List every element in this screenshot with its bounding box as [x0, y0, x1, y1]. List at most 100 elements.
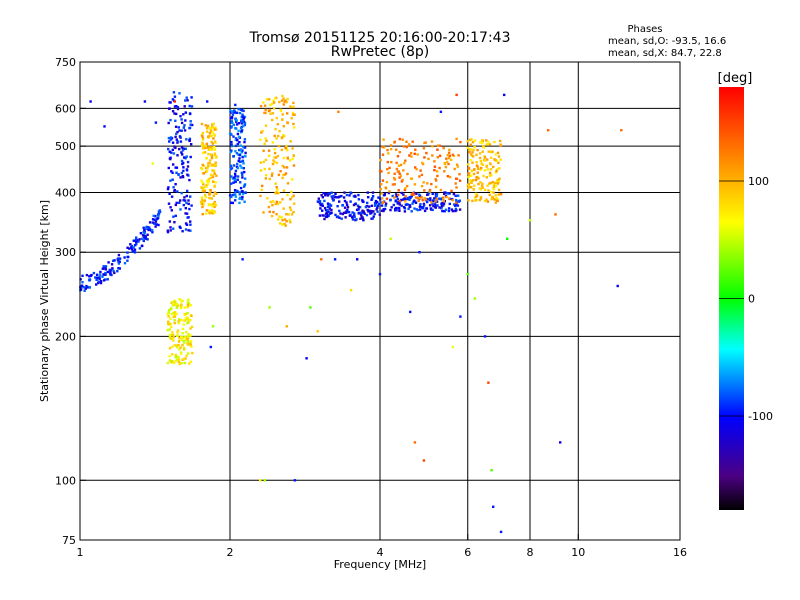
data-point — [184, 207, 187, 210]
data-point — [497, 155, 501, 158]
data-point — [90, 273, 93, 277]
data-point — [142, 239, 145, 243]
data-point — [278, 100, 281, 104]
data-point — [169, 138, 172, 141]
data-point — [208, 132, 212, 135]
data-point — [291, 111, 295, 115]
data-point — [189, 342, 192, 346]
data-point — [487, 381, 490, 384]
data-point — [241, 155, 244, 159]
data-point — [281, 113, 284, 116]
data-point — [280, 148, 284, 152]
data-point — [439, 206, 443, 210]
data-point — [201, 143, 205, 146]
data-point — [445, 160, 449, 164]
data-point — [439, 198, 443, 201]
data-point — [378, 272, 382, 276]
data-point — [179, 140, 183, 143]
data-point — [168, 328, 171, 331]
data-point — [175, 201, 178, 205]
data-point — [422, 202, 426, 206]
data-point — [235, 119, 238, 122]
data-point — [212, 194, 215, 197]
data-point — [396, 155, 400, 158]
data-point — [187, 302, 191, 305]
data-point — [239, 108, 243, 111]
data-point — [438, 166, 441, 170]
data-point — [455, 201, 458, 204]
data-point — [185, 96, 188, 99]
data-point — [321, 196, 324, 199]
data-point — [186, 189, 189, 193]
data-point — [176, 107, 180, 111]
data-point — [178, 147, 181, 151]
data-point — [397, 170, 400, 173]
data-point — [415, 192, 418, 195]
data-point — [189, 155, 192, 159]
data-point — [458, 208, 462, 211]
data-point — [240, 151, 243, 154]
data-point — [316, 330, 319, 333]
data-point — [210, 203, 213, 206]
data-point — [229, 150, 233, 154]
data-point — [483, 199, 487, 203]
data-point — [207, 180, 210, 183]
x-tick-label: 1 — [77, 546, 84, 559]
data-point — [480, 184, 484, 188]
data-point — [275, 186, 278, 189]
data-point — [442, 146, 445, 150]
data-point — [442, 197, 445, 200]
data-point — [170, 312, 174, 316]
data-point — [275, 213, 278, 216]
data-point — [94, 276, 97, 279]
data-point — [472, 148, 475, 152]
data-point — [229, 111, 232, 114]
data-point — [211, 212, 215, 215]
data-point — [279, 170, 282, 173]
data-point — [153, 218, 157, 222]
data-point — [373, 212, 376, 216]
data-point — [433, 160, 436, 163]
data-point — [448, 192, 451, 195]
data-point — [380, 192, 383, 195]
data-point — [117, 253, 121, 257]
data-point — [469, 143, 472, 146]
data-point — [355, 218, 358, 221]
data-point — [292, 101, 295, 105]
data-point — [269, 200, 272, 204]
data-point — [466, 140, 469, 143]
data-point — [242, 109, 245, 113]
data-point — [179, 115, 182, 118]
data-point — [175, 302, 179, 306]
data-point — [468, 179, 472, 182]
data-point — [282, 103, 285, 106]
data-point — [243, 170, 246, 174]
data-point — [554, 213, 557, 216]
data-point — [282, 173, 285, 177]
data-point — [470, 148, 473, 151]
data-point — [213, 152, 217, 155]
data-point — [436, 174, 439, 178]
data-point — [286, 182, 290, 185]
data-point — [278, 215, 281, 218]
data-point — [305, 357, 308, 360]
data-point — [489, 181, 492, 185]
data-point — [272, 210, 275, 214]
data-point — [478, 156, 482, 160]
data-point — [234, 169, 238, 173]
data-point — [292, 105, 295, 109]
data-point — [376, 204, 380, 207]
data-point — [200, 196, 203, 199]
data-point — [171, 300, 174, 304]
data-point — [185, 354, 188, 357]
data-point — [239, 149, 243, 152]
data-point — [431, 202, 434, 206]
data-point — [328, 192, 331, 195]
data-point — [431, 154, 434, 157]
data-point — [291, 147, 294, 150]
data-point — [480, 139, 484, 142]
data-point — [421, 161, 424, 165]
data-point — [186, 165, 190, 168]
data-point — [154, 225, 157, 228]
data-point — [398, 203, 401, 206]
